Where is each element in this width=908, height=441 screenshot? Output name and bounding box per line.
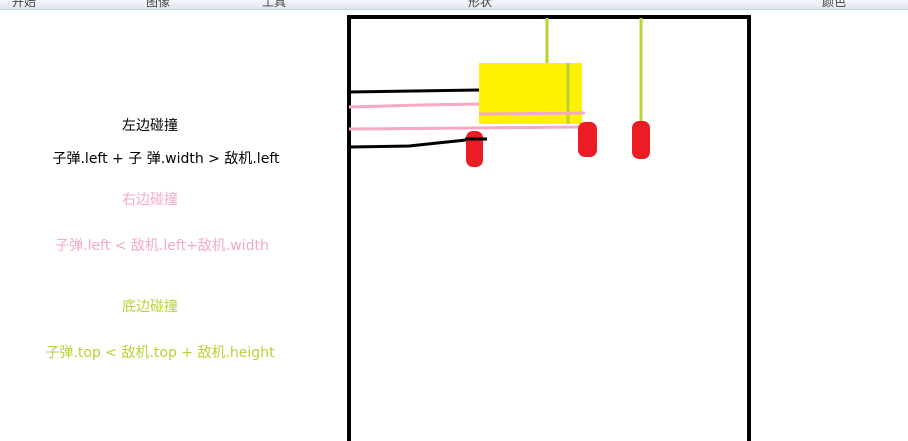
right-guide-line-top [349, 104, 479, 107]
right-guide-line-enemy [479, 113, 585, 114]
left-guide-line-top [349, 90, 479, 92]
bullet-2 [578, 122, 597, 157]
bullet-3 [632, 121, 650, 159]
right-guide-line-bottom [349, 127, 580, 129]
bullet-1 [466, 131, 483, 167]
